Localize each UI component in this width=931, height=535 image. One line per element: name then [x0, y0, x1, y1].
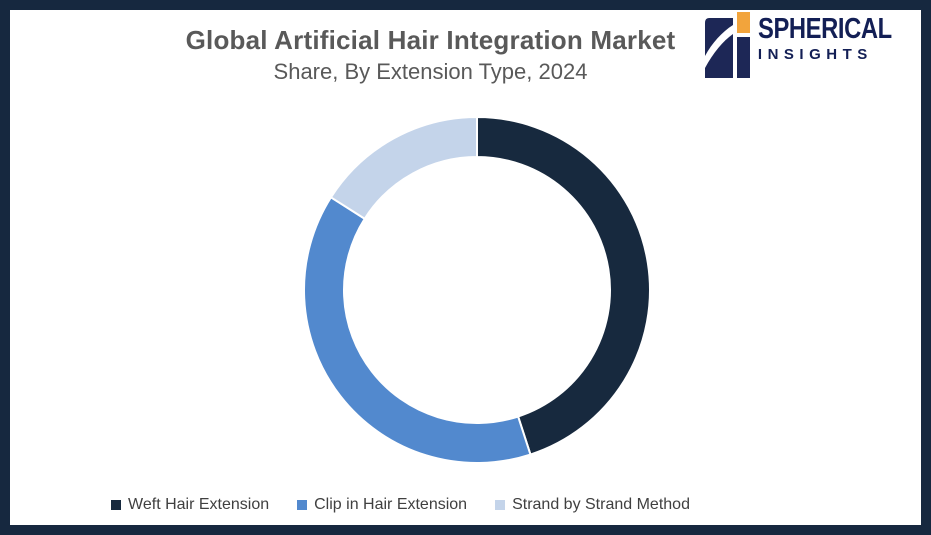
- donut-chart[interactable]: [10, 10, 921, 525]
- logo-brand-name: SPHERICAL: [757, 13, 892, 45]
- legend-swatch: [297, 500, 308, 510]
- logo-wordmark: SPHERICAL INSIGHTS: [758, 15, 921, 64]
- slide: Global Artificial Hair Integration Marke…: [10, 10, 921, 525]
- chart-subtitle: Share, By Extension Type, 2024: [273, 59, 588, 84]
- legend-item-weft-hair-extension[interactable]: Weft Hair Extension: [111, 495, 269, 515]
- legend-item-label: Clip in Hair Extension: [314, 496, 468, 513]
- spherical-insights-logo-icon: [704, 12, 750, 78]
- legend-item-clip-in-hair-extension[interactable]: Clip in Hair Extension: [297, 495, 467, 515]
- chart-header: Global Artificial Hair Integration Marke…: [10, 24, 921, 86]
- legend-item-label: Weft Hair Extension: [128, 496, 270, 513]
- legend-item-strand-by-strand-method[interactable]: Strand by Strand Method: [495, 495, 690, 515]
- legend-swatch: [495, 500, 506, 510]
- donut-segment-clip-in-hair-extension[interactable]: [302, 196, 532, 464]
- logo-brand-subname: INSIGHTS: [757, 46, 873, 63]
- donut-segment-strand-by-strand-method[interactable]: [329, 116, 478, 220]
- legend-item-label: Strand by Strand Method: [512, 496, 690, 513]
- chart-title: Global Artificial Hair Integration Marke…: [185, 25, 676, 55]
- donut-segment-weft-hair-extension[interactable]: [476, 116, 651, 456]
- chart-legend: Weft Hair Extension Clip in Hair Extensi…: [10, 495, 921, 515]
- brand-logo: SPHERICAL INSIGHTS: [699, 12, 921, 78]
- legend-swatch: [111, 500, 122, 510]
